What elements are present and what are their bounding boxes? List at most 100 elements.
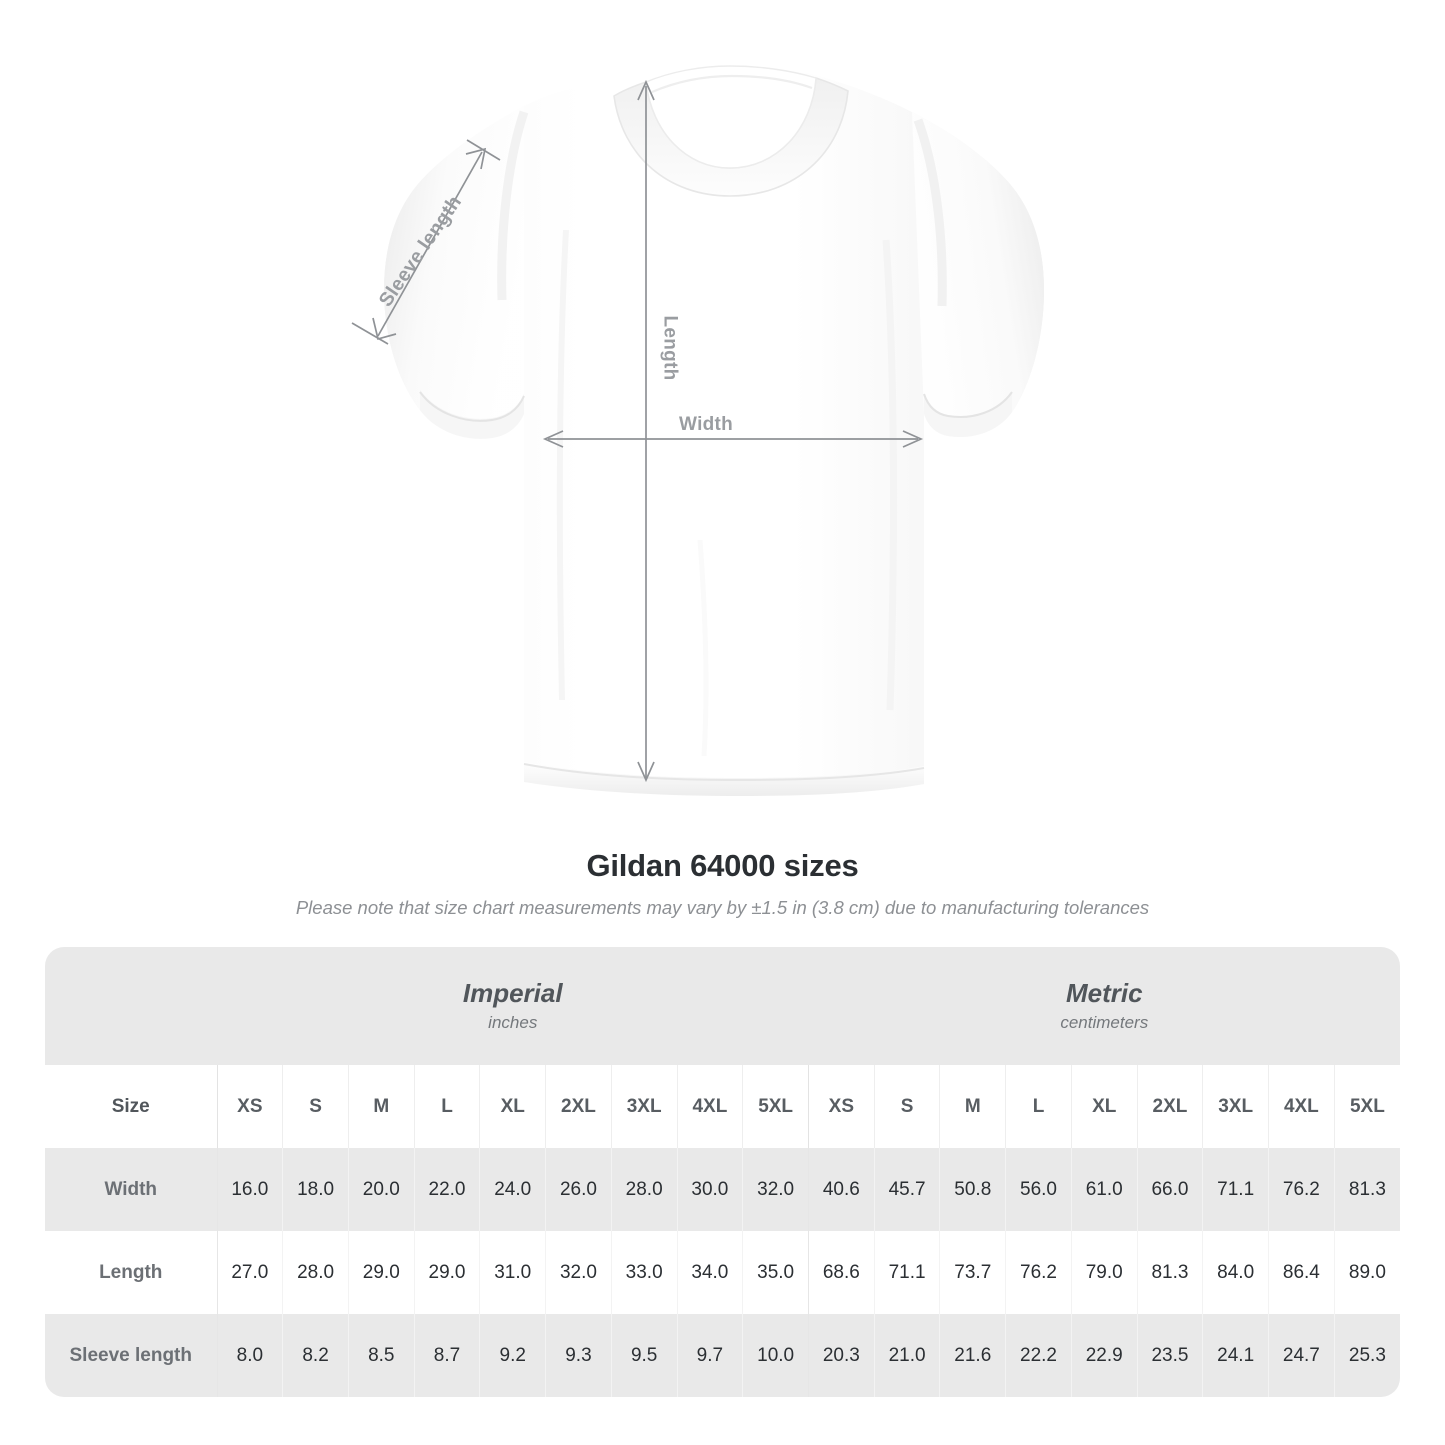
size-header-metric-s: S [873,1065,940,1148]
measurement-arrows [351,79,924,783]
size-header-metric-xl: XL [1070,1065,1138,1148]
size-header-imperial-m: M [347,1065,415,1148]
cell-width-imperial-4xl: 30.0 [676,1148,743,1231]
fabric-fold-2 [882,239,897,711]
cell-width-imperial-3xl: 28.0 [610,1148,678,1231]
unit-subtitle-imperial: inches [488,1013,538,1032]
size-header-imperial-xs: XS [216,1065,283,1148]
size-header-imperial-l: L [413,1065,480,1148]
page-title: Gildan 64000 sizes [586,848,859,883]
unit-title-imperial: Imperial [462,978,563,1008]
tshirt-illustration [351,65,1044,797]
cell-sleeve-imperial-xl: 9.2 [479,1314,546,1397]
width-label: Width [679,414,734,435]
cell-sleeve-imperial-l: 8.7 [413,1314,480,1397]
cell-width-metric-xl: 61.0 [1070,1148,1138,1231]
size-chart-table: Imperial inches Metric centimeters Size … [45,947,1401,1397]
length-arrow [637,79,655,783]
cell-length-imperial-l: 29.0 [413,1231,480,1314]
unit-header-metric: Metric centimeters [808,947,1401,1065]
cell-sleeve-metric-3xl: 24.1 [1202,1314,1269,1397]
right-sleeve-shade [912,112,1044,437]
cell-length-metric-2xl: 81.3 [1136,1231,1203,1314]
cell-sleeve-imperial-m: 8.5 [347,1314,415,1397]
cell-sleeve-metric-l: 22.2 [1005,1314,1072,1397]
cell-width-imperial-xl: 24.0 [479,1148,546,1231]
cell-sleeve-imperial-3xl: 9.5 [610,1314,678,1397]
cell-sleeve-imperial-5xl: 10.0 [742,1314,809,1397]
cell-width-imperial-5xl: 32.0 [742,1148,809,1231]
cell-sleeve-imperial-s: 8.2 [282,1314,349,1397]
left-sleeve-shade [384,106,524,439]
cell-length-imperial-m: 29.0 [347,1231,415,1314]
title-block: Gildan 64000 sizes Please note that size… [0,846,1445,921]
size-header-label: Size [45,1065,217,1148]
size-header-metric-5xl: 5XL [1333,1065,1401,1148]
cell-sleeve-imperial-xs: 8.0 [216,1314,283,1397]
cell-width-metric-m: 50.8 [939,1148,1006,1231]
cell-length-imperial-xl: 31.0 [479,1231,546,1314]
size-header-metric-l: L [1005,1065,1072,1148]
cell-width-metric-5xl: 81.3 [1333,1148,1401,1231]
unit-header-imperial: Imperial inches [217,947,809,1065]
cell-length-metric-xl: 79.0 [1070,1231,1138,1314]
table-row: Sleeve length 8.0 8.2 8.5 8.7 9.2 9.3 9.… [45,1314,1401,1397]
cell-length-imperial-5xl: 35.0 [742,1231,809,1314]
row-label-width: Width [45,1148,217,1231]
unit-subtitle-metric: centimeters [1060,1013,1149,1032]
tshirt-diagram: Sleeve length Length Width [351,65,1044,797]
shoulder-shade-left [497,110,529,301]
size-header-metric-m: M [939,1065,1006,1148]
right-sleeve-hem-line [923,391,1013,418]
cell-length-imperial-s: 28.0 [282,1231,349,1314]
cell-length-imperial-4xl: 34.0 [676,1231,743,1314]
cell-width-metric-xs: 40.6 [807,1148,875,1231]
unit-header-spacer [45,947,217,1065]
row-label-length: Length [45,1231,217,1314]
cell-width-metric-s: 45.7 [873,1148,940,1231]
cell-length-metric-5xl: 89.0 [1333,1231,1401,1314]
cell-width-metric-2xl: 66.0 [1136,1148,1203,1231]
size-header-imperial-2xl: 2XL [545,1065,612,1148]
cell-sleeve-metric-5xl: 25.3 [1333,1314,1401,1397]
cell-width-metric-3xl: 71.1 [1202,1148,1269,1231]
cell-width-imperial-2xl: 26.0 [545,1148,612,1231]
size-header-metric-3xl: 3XL [1202,1065,1269,1148]
cell-length-metric-4xl: 86.4 [1268,1231,1335,1314]
cell-sleeve-metric-xl: 22.9 [1070,1314,1138,1397]
cell-length-imperial-2xl: 32.0 [545,1231,612,1314]
unit-group-header-row: Imperial inches Metric centimeters [45,947,1401,1065]
cell-width-imperial-m: 20.0 [347,1148,415,1231]
size-header-metric-2xl: 2XL [1136,1065,1203,1148]
cell-sleeve-imperial-2xl: 9.3 [545,1314,612,1397]
fabric-fold-1 [556,229,569,701]
cell-length-metric-l: 76.2 [1005,1231,1072,1314]
size-header-metric-4xl: 4XL [1268,1065,1335,1148]
sleeve-length-arrow [351,139,501,345]
size-header-metric-xs: XS [807,1065,875,1148]
shoulder-shade-right [913,118,947,307]
size-header-imperial-4xl: 4XL [676,1065,743,1148]
cell-length-metric-s: 71.1 [873,1231,940,1314]
neck-seam [651,74,813,94]
cell-width-imperial-s: 18.0 [282,1148,349,1231]
length-label: Length [659,315,681,381]
shirt-body-group [384,65,1044,797]
cell-width-metric-4xl: 76.2 [1268,1148,1335,1231]
width-arrow [542,430,924,448]
cell-width-imperial-xs: 16.0 [216,1148,283,1231]
cell-width-metric-l: 56.0 [1005,1148,1072,1231]
cell-width-imperial-l: 22.0 [413,1148,480,1231]
cell-sleeve-metric-4xl: 24.7 [1268,1314,1335,1397]
bottom-hem-line [523,763,925,782]
cell-length-imperial-3xl: 33.0 [610,1231,678,1314]
left-sleeve-hem-line [419,391,525,422]
tolerance-note: Please note that size chart measurements… [295,897,1150,918]
size-header-row: Size XS S M L XL 2XL 3XL 4XL 5XL XS S M … [45,1065,1401,1148]
unit-title-metric: Metric [1065,978,1143,1008]
size-chart-table-wrapper: Imperial inches Metric centimeters Size … [45,947,1401,1397]
table-row: Length 27.0 28.0 29.0 29.0 31.0 32.0 33.… [45,1231,1401,1314]
cell-sleeve-metric-xs: 20.3 [807,1314,875,1397]
cell-length-metric-3xl: 84.0 [1202,1231,1269,1314]
size-header-imperial-xl: XL [479,1065,546,1148]
